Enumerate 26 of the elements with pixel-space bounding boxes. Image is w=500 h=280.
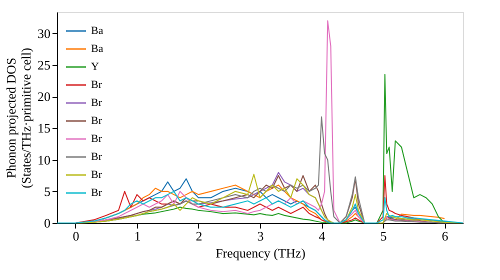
legend-label: Br bbox=[91, 151, 102, 163]
legend-label: Br bbox=[91, 169, 102, 181]
legend-label: Br bbox=[91, 115, 102, 127]
legend-label: Ba bbox=[91, 25, 104, 37]
y-tick-label: 5 bbox=[44, 184, 50, 199]
y-tick-label: 20 bbox=[38, 89, 50, 104]
y-tick-label: 10 bbox=[38, 152, 50, 168]
legend-label: Br bbox=[91, 133, 102, 145]
x-axis-title: Frequency (THz) bbox=[216, 246, 306, 260]
legend-label: Br bbox=[91, 79, 102, 91]
x-tick-label: 1 bbox=[134, 228, 141, 244]
legend-label: Ba bbox=[91, 43, 104, 55]
x-tick-label: 2 bbox=[196, 228, 202, 244]
y-tick-label: 30 bbox=[38, 26, 50, 41]
x-tick-label: 3 bbox=[257, 228, 264, 244]
x-tick-label: 0 bbox=[72, 228, 80, 244]
x-tick-label: 4 bbox=[318, 228, 326, 244]
x-tick-label: 5 bbox=[380, 228, 387, 244]
legend-label: Br bbox=[91, 97, 102, 109]
legend-label: Br bbox=[91, 187, 102, 199]
y-tick-label: 25 bbox=[38, 58, 50, 73]
y-axis-title: Phonon projected DOS (States/THz·primitive cell) bbox=[4, 48, 34, 188]
x-tick-label: 6 bbox=[442, 228, 449, 244]
legend-label: Y bbox=[91, 61, 99, 73]
y-tick-label: 15 bbox=[38, 120, 50, 136]
y-tick-label: 0 bbox=[44, 216, 50, 230]
